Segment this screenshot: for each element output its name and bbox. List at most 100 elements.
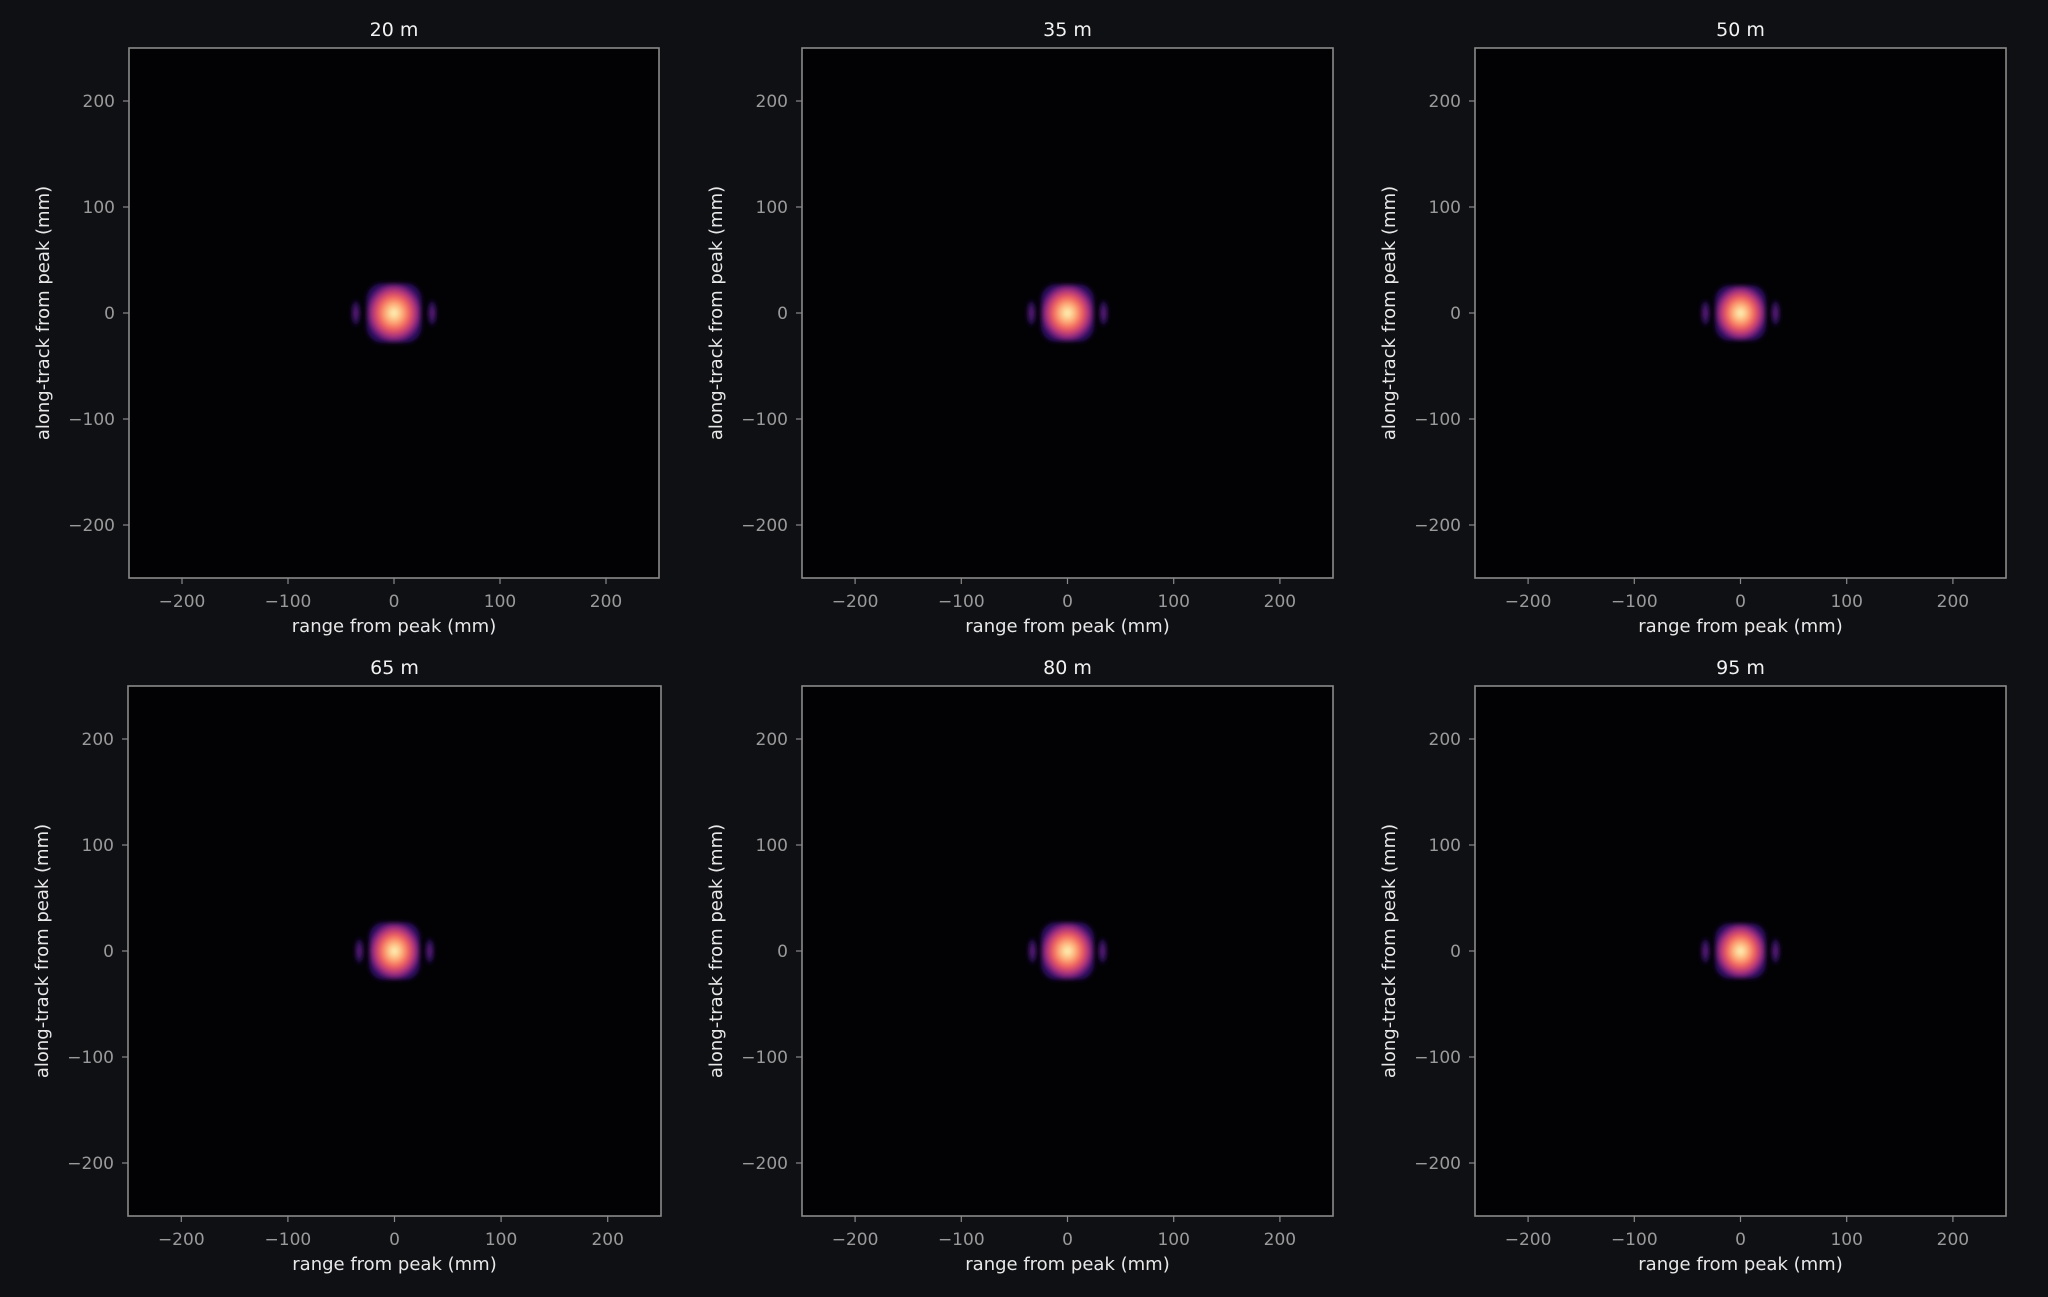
sidelobe-right: [426, 297, 438, 329]
x-tick-label: −100: [938, 1230, 985, 1250]
x-tick-label: 200: [1264, 1230, 1296, 1250]
sidelobe-left: [350, 297, 362, 329]
y-tick-label: 100: [756, 198, 788, 218]
sidelobe-left: [1027, 935, 1038, 967]
y-tick-label: 100: [82, 836, 114, 856]
sidelobe-right: [1098, 297, 1109, 329]
y-tick-label: 100: [83, 198, 115, 218]
mainlobe: [1715, 285, 1766, 341]
x-tick-label: 100: [1830, 592, 1862, 612]
x-tick-label: 0: [1062, 1230, 1073, 1250]
x-tick-label: 0: [1735, 592, 1746, 612]
y-tick-label: −100: [68, 410, 115, 430]
y-tick-label: −200: [67, 1154, 114, 1174]
x-tick-label: −200: [832, 592, 879, 612]
x-tick-label: 200: [1264, 592, 1296, 612]
x-tick-label: 0: [1062, 592, 1073, 612]
x-tick-label: 200: [591, 1230, 623, 1250]
y-tick-label: −200: [1414, 516, 1461, 536]
x-tick-label: 100: [1157, 592, 1189, 612]
y-axis-label: along-track from peak (mm): [32, 824, 53, 1078]
y-tick-label: −200: [741, 1154, 788, 1174]
x-tick-label: 100: [485, 1230, 517, 1250]
y-axis-label: along-track from peak (mm): [33, 186, 54, 440]
y-tick-label: −100: [1414, 1048, 1461, 1068]
x-tick-label: 0: [389, 1230, 400, 1250]
y-tick-label: 0: [104, 304, 115, 324]
panel-title: 95 m: [1716, 657, 1765, 679]
x-tick-label: −100: [1611, 1230, 1658, 1250]
y-tick-label: 0: [1450, 304, 1461, 324]
panel-2: −200 −100 0 100 200 −200 −100 0 100 200 35 m range …: [706, 19, 1334, 637]
mainlobe: [1040, 284, 1095, 342]
sidelobe-left: [1700, 297, 1711, 329]
y-axis-label: along-track from peak (mm): [706, 186, 727, 440]
y-tick-label: 200: [756, 92, 788, 112]
x-tick-label: 200: [590, 592, 622, 612]
x-tick-label: 100: [1157, 1230, 1189, 1250]
y-tick-label: 0: [777, 304, 788, 324]
y-tick-label: 200: [1429, 92, 1461, 112]
sidelobe-left: [1026, 297, 1037, 329]
y-tick-label: −200: [68, 516, 115, 536]
panel-title: 20 m: [370, 19, 419, 41]
panels: −200 −100 0 100 200 −200 −100 0 100 200 20 m range …: [32, 19, 2007, 1275]
x-tick-label: −100: [938, 592, 985, 612]
x-tick-label: −100: [1611, 592, 1658, 612]
x-axis-label: range from peak (mm): [965, 616, 1169, 637]
y-tick-label: −100: [67, 1048, 114, 1068]
y-tick-label: 0: [1450, 942, 1461, 962]
x-tick-label: 100: [484, 592, 516, 612]
y-tick-label: −200: [1414, 1154, 1461, 1174]
panel-5: −200 −100 0 100 200 −200 −100 0 100 200 80 m range …: [706, 657, 1334, 1275]
panel-title: 80 m: [1043, 657, 1092, 679]
sidelobe-left: [353, 935, 365, 967]
x-axis-label: range from peak (mm): [292, 616, 496, 637]
x-axis-label: range from peak (mm): [292, 1254, 496, 1275]
y-tick-label: 200: [756, 730, 788, 750]
panel-6: −200 −100 0 100 200 −200 −100 0 100 200 95 m range …: [1379, 657, 2007, 1275]
x-tick-label: 0: [389, 592, 400, 612]
y-tick-label: 100: [756, 836, 788, 856]
y-tick-label: 200: [82, 730, 114, 750]
x-tick-label: 200: [1937, 1230, 1969, 1250]
sidelobe-right: [1097, 935, 1108, 967]
y-axis-label: along-track from peak (mm): [1379, 824, 1400, 1078]
x-tick-label: −200: [1505, 592, 1552, 612]
mainlobe: [1040, 922, 1095, 980]
x-tick-label: −200: [1505, 1230, 1552, 1250]
y-axis-label: along-track from peak (mm): [706, 824, 727, 1078]
x-tick-label: −200: [159, 592, 206, 612]
panel-4: −200 −100 0 100 200 −200 −100 0 100 200 65 m range …: [32, 657, 662, 1275]
mainlobe: [368, 922, 421, 980]
y-tick-label: 200: [1429, 730, 1461, 750]
x-tick-label: −200: [158, 1230, 205, 1250]
sidelobe-right: [424, 935, 436, 967]
x-axis-label: range from peak (mm): [1638, 616, 1842, 637]
x-tick-label: 200: [1937, 592, 1969, 612]
y-axis-label: along-track from peak (mm): [1379, 186, 1400, 440]
y-tick-label: −100: [1414, 410, 1461, 430]
y-tick-label: 200: [83, 92, 115, 112]
x-tick-label: −200: [832, 1230, 879, 1250]
y-tick-label: −200: [741, 516, 788, 536]
sidelobe-right: [1770, 935, 1781, 967]
x-axis-label: range from peak (mm): [1638, 1254, 1842, 1275]
y-tick-label: −100: [741, 410, 788, 430]
y-tick-label: 100: [1429, 198, 1461, 218]
panel-title: 65 m: [370, 657, 419, 679]
panel-1: −200 −100 0 100 200 −200 −100 0 100 200 20 m range …: [33, 19, 660, 637]
y-tick-label: 100: [1429, 836, 1461, 856]
x-tick-label: 100: [1830, 1230, 1862, 1250]
x-axis-label: range from peak (mm): [965, 1254, 1169, 1275]
y-tick-label: 0: [103, 942, 114, 962]
panel-title: 50 m: [1716, 19, 1765, 41]
sidelobe-left: [1700, 935, 1711, 967]
x-tick-label: 0: [1735, 1230, 1746, 1250]
x-tick-label: −100: [265, 1230, 312, 1250]
mainlobe: [1715, 923, 1766, 979]
panel-title: 35 m: [1043, 19, 1092, 41]
y-tick-label: 0: [777, 942, 788, 962]
y-tick-label: −100: [741, 1048, 788, 1068]
x-tick-label: −100: [265, 592, 312, 612]
